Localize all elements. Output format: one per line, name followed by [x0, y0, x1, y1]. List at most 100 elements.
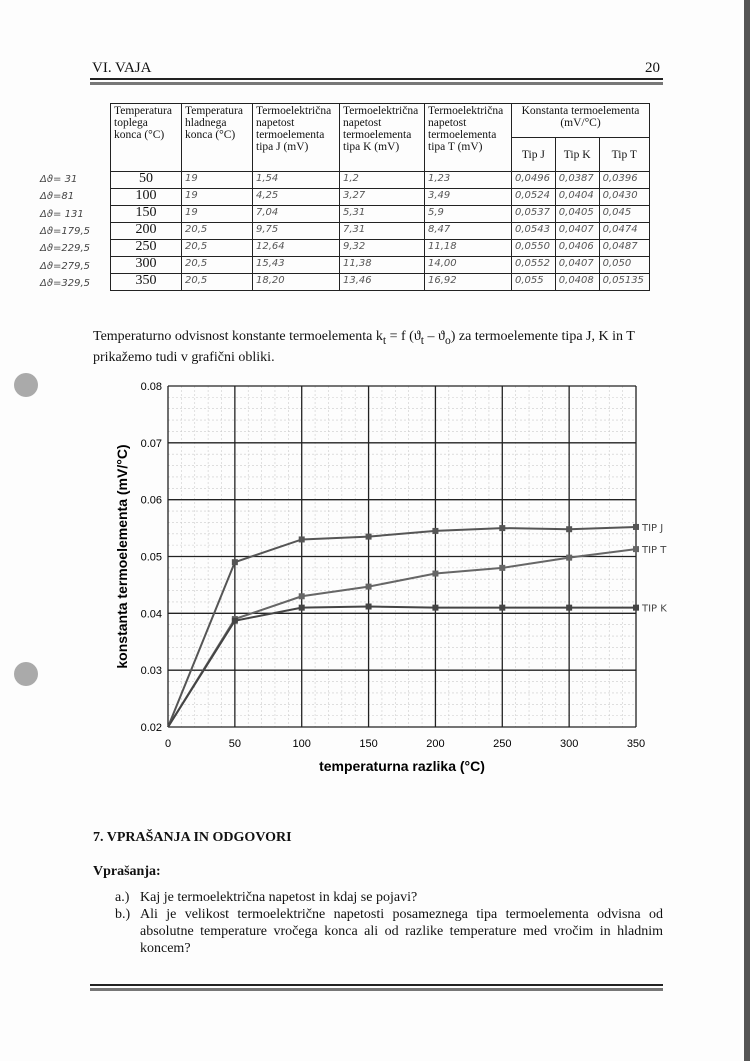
- series-label: TIP T: [641, 545, 667, 556]
- table-cell: 0,05135: [598, 273, 651, 291]
- data-point: [566, 526, 573, 533]
- col-header: Temperatura hladnega konca (°C): [181, 103, 253, 172]
- table-cell: 50: [110, 171, 182, 189]
- table-row: 150 19 7,04 5,31 5,9 0,0537 0,0405 0,045: [110, 205, 651, 223]
- table-cell: 0,0496: [511, 171, 556, 189]
- table-row: 50 19 1,54 1,2 1,23 0,0496 0,0387 0,0396: [110, 171, 651, 189]
- punch-hole: [14, 373, 38, 397]
- data-point: [365, 583, 372, 590]
- table-cell: 150: [110, 205, 182, 223]
- series-line: [167, 548, 637, 728]
- table-cell: 0,0430: [598, 188, 651, 206]
- table-cell: 0,0407: [554, 222, 600, 240]
- series-label: TIP J: [641, 523, 663, 534]
- table-row: 100 19 4,25 3,27 3,49 0,0524 0,0404 0,0430: [110, 188, 651, 206]
- scan-edge: [744, 0, 750, 1061]
- table-cell: 19: [181, 188, 253, 206]
- table-cell: 19: [181, 205, 253, 223]
- section-subtitle: Vprašanja:: [93, 864, 161, 879]
- table-cell: 0,0408: [554, 273, 600, 291]
- table-cell: 7,04: [252, 205, 340, 223]
- table-cell: 100: [110, 188, 182, 206]
- y-tick-label: 0.08: [141, 381, 162, 393]
- table-cell: 0,0550: [511, 239, 556, 257]
- x-tick-label: 350: [627, 738, 645, 750]
- x-tick-label: 250: [493, 738, 511, 750]
- table-cell: 0,0552: [511, 256, 556, 274]
- table-row: 250 20,5 12,64 9,32 11,18 0,0550 0,0406 0,0487: [110, 239, 651, 257]
- table-cell: 1,23: [424, 171, 512, 189]
- question: a.) Kaj je termoelektrična napetost in kd…: [115, 890, 418, 905]
- table-cell: 0,0474: [598, 222, 651, 240]
- data-point: [566, 604, 573, 611]
- data-point: [432, 604, 439, 611]
- series-label: TIP K: [641, 604, 667, 615]
- table-cell: 18,20: [252, 273, 340, 291]
- data-point: [432, 570, 439, 577]
- table-cell: 0,0524: [511, 188, 556, 206]
- table-cell: 11,18: [424, 239, 512, 257]
- x-tick-label: 300: [560, 738, 578, 750]
- margin-note: Δϑ=229,5: [40, 243, 91, 255]
- sub-header: Tip K: [554, 137, 600, 172]
- group-header: Konstanta termoelementa (mV/°C): [511, 103, 650, 138]
- table-cell: 0,0387: [554, 171, 600, 189]
- margin-note: Δϑ=81: [40, 191, 75, 203]
- data-point: [499, 564, 506, 571]
- table-cell: 20,5: [181, 273, 253, 291]
- table-row: 350 20,5 18,20 13,46 16,92 0,055 0,0408 0,05135: [110, 273, 651, 291]
- y-tick-label: 0.06: [141, 495, 162, 507]
- data-table: Temperatura toplega konca (°C) Temperatu…: [110, 103, 651, 291]
- margin-note: Δϑ=179,5: [40, 225, 91, 237]
- table-cell: 9,75: [252, 222, 340, 240]
- table-cell: 300: [110, 256, 182, 274]
- punch-hole: [14, 662, 38, 686]
- x-tick-label: 0: [165, 738, 171, 750]
- col-header: Termoelektrična napetost termoelementa t…: [252, 103, 340, 172]
- data-point: [499, 525, 506, 532]
- table-cell: 250: [110, 239, 182, 257]
- y-axis-label: konstanta termoelementa (mV/°C): [114, 444, 130, 668]
- table-cell: 0,055: [511, 273, 556, 291]
- table-cell: 200: [110, 222, 182, 240]
- table-cell: 5,31: [339, 205, 425, 223]
- x-axis-label: temperaturna razlika (°C): [319, 758, 485, 774]
- table-cell: 15,43: [252, 256, 340, 274]
- table-cell: 7,31: [339, 222, 425, 240]
- y-tick-label: 0.02: [141, 722, 162, 734]
- chapter-title: VI. VAJA: [92, 60, 152, 76]
- sub-header: Tip J: [511, 137, 556, 172]
- series-line: [167, 525, 637, 728]
- table-cell: 14,00: [424, 256, 512, 274]
- table-cell: 3,27: [339, 188, 425, 206]
- table-row: 300 20,5 15,43 11,38 14,00 0,0552 0,0407 0,050: [110, 256, 651, 274]
- table-cell: 0,0537: [511, 205, 556, 223]
- data-point: [298, 604, 305, 611]
- table-cell: 0,0543: [511, 222, 556, 240]
- col-header: Termoelektrična napetost termoelementa t…: [424, 103, 512, 172]
- col-header: Temperatura toplega konca (°C): [110, 103, 182, 172]
- margin-note: Δϑ=329,5: [40, 277, 91, 289]
- table-cell: 0,0396: [598, 171, 651, 189]
- x-tick-label: 200: [426, 738, 444, 750]
- page-number: 20: [645, 60, 660, 76]
- table-cell: 20,5: [181, 222, 253, 240]
- section-title: 7. VPRAŠANJA IN ODGOVORI: [93, 830, 292, 845]
- data-point: [633, 523, 639, 530]
- footer-rule: [90, 988, 663, 991]
- questions-list: a.) Kaj je termoelektrična napetost in kd…: [115, 889, 663, 957]
- margin-note: Δϑ= 131: [40, 208, 84, 220]
- table-cell: 16,92: [424, 273, 512, 291]
- table-cell: 0,045: [598, 205, 651, 223]
- table-cell: 0,0487: [598, 239, 651, 257]
- table-cell: 0,050: [598, 256, 651, 274]
- y-tick-label: 0.05: [141, 552, 162, 564]
- series-line: [167, 605, 636, 728]
- data-point: [298, 536, 305, 543]
- x-tick-label: 100: [293, 738, 311, 750]
- table-cell: 3,49: [424, 188, 512, 206]
- y-tick-label: 0.03: [141, 665, 162, 677]
- data-point: [365, 603, 372, 610]
- table-cell: 0,0404: [554, 188, 600, 206]
- col-header: Termoelektrična napetost termoelementa t…: [339, 103, 425, 172]
